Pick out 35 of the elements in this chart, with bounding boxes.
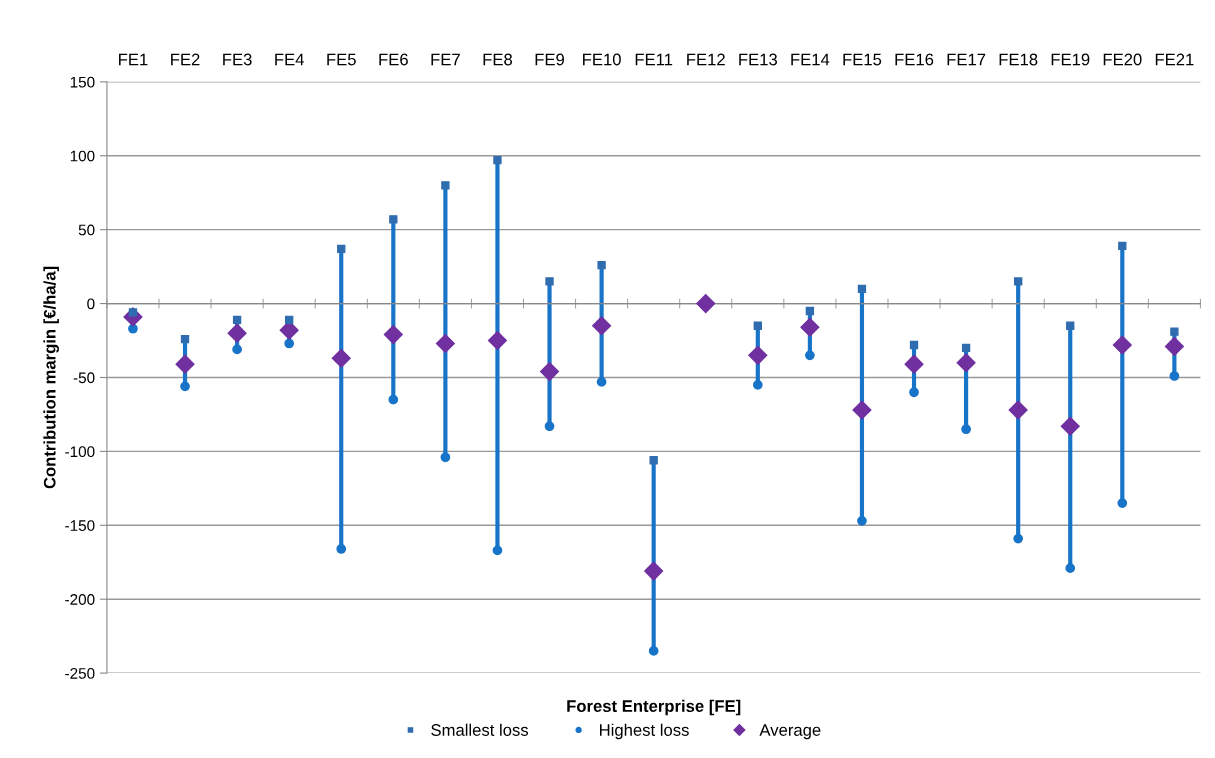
y-tick-label: 100 — [70, 150, 95, 162]
y-tick-label: -150 — [65, 520, 95, 531]
x-tick-label: FE1 — [119, 53, 148, 66]
x-tick-label: FE14 — [791, 53, 830, 66]
y-tick-label: 50 — [78, 224, 95, 236]
y-tick-label: 0 — [87, 298, 95, 310]
y-axis-title: Contribution margin [€/ha/a] — [43, 266, 59, 489]
x-tick-label: FE10 — [583, 53, 621, 66]
x-tick-label: FE13 — [739, 53, 777, 66]
x-tick-label: FE19 — [1051, 53, 1090, 66]
x-tick-label: FE15 — [843, 53, 882, 66]
x-axis-title: Forest Enterprise [FE] — [567, 699, 741, 716]
x-tick-label: FE6 — [379, 53, 408, 66]
x-tick-label: FE16 — [895, 53, 934, 66]
x-tick-label: FE7 — [431, 53, 460, 66]
x-tick-label: FE20 — [1103, 53, 1142, 66]
x-tick-label: FE4 — [275, 53, 304, 66]
x-tick-label: FE17 — [947, 53, 986, 66]
legend-label: Smallest loss — [431, 723, 529, 736]
x-tick-label: FE9 — [535, 53, 565, 66]
x-tick-label: FE2 — [171, 53, 200, 66]
y-tick-label: -50 — [73, 372, 95, 384]
x-tick-label: FE12 — [687, 53, 725, 66]
x-tick-label: FE18 — [999, 53, 1038, 66]
y-tick-label: -200 — [65, 594, 95, 605]
x-tick-label: FE11 — [635, 53, 673, 66]
y-tick-label: 150 — [70, 76, 95, 88]
legend-label: Average — [759, 724, 821, 740]
x-tick-label: FE5 — [327, 53, 356, 66]
x-tick-label: FE3 — [223, 53, 252, 66]
x-tick-label: FE21 — [1155, 53, 1194, 66]
y-tick-label: -250 — [65, 667, 95, 679]
x-tick-label: FE8 — [483, 53, 513, 66]
y-tick-label: -100 — [65, 446, 95, 458]
legend-label: Highest loss — [600, 723, 689, 740]
